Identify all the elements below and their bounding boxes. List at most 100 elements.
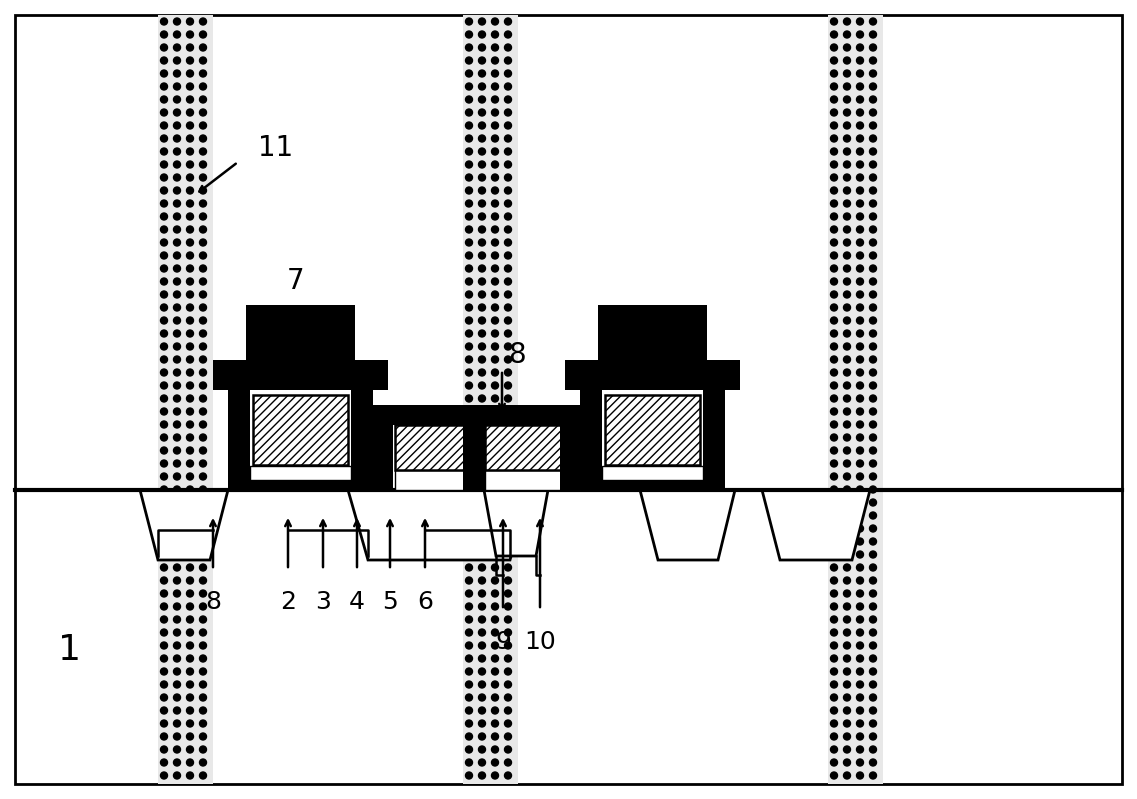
Circle shape (505, 278, 512, 285)
Circle shape (491, 551, 498, 558)
Circle shape (174, 655, 181, 662)
Circle shape (830, 525, 838, 532)
Circle shape (830, 252, 838, 259)
Circle shape (830, 200, 838, 207)
Bar (213, 360, 388, 390)
Circle shape (844, 655, 850, 662)
Circle shape (844, 252, 850, 259)
Circle shape (479, 421, 485, 428)
Circle shape (870, 330, 877, 337)
Circle shape (856, 720, 863, 727)
Circle shape (199, 668, 207, 675)
Circle shape (199, 512, 207, 519)
Circle shape (844, 161, 850, 168)
Circle shape (199, 382, 207, 389)
Circle shape (856, 746, 863, 753)
Circle shape (830, 590, 838, 597)
Circle shape (505, 356, 512, 363)
Circle shape (856, 499, 863, 506)
Circle shape (505, 369, 512, 376)
Circle shape (870, 213, 877, 220)
Circle shape (505, 174, 512, 181)
Circle shape (199, 538, 207, 545)
Circle shape (186, 369, 193, 376)
Circle shape (174, 148, 181, 155)
Circle shape (186, 200, 193, 207)
Circle shape (479, 694, 485, 701)
Circle shape (174, 421, 181, 428)
Text: 9: 9 (495, 630, 511, 654)
Circle shape (199, 551, 207, 558)
Circle shape (174, 382, 181, 389)
Circle shape (186, 616, 193, 623)
Circle shape (199, 395, 207, 402)
Circle shape (174, 772, 181, 779)
Circle shape (505, 473, 512, 480)
Circle shape (186, 96, 193, 103)
Circle shape (465, 512, 473, 519)
Circle shape (465, 538, 473, 545)
Circle shape (856, 161, 863, 168)
Circle shape (465, 460, 473, 467)
Circle shape (479, 590, 485, 597)
Circle shape (479, 109, 485, 116)
Circle shape (856, 148, 863, 155)
Circle shape (479, 603, 485, 610)
Circle shape (856, 343, 863, 350)
Circle shape (844, 278, 850, 285)
Circle shape (870, 18, 877, 25)
Circle shape (870, 291, 877, 298)
Circle shape (870, 733, 877, 740)
Circle shape (870, 759, 877, 766)
Circle shape (479, 122, 485, 129)
Circle shape (844, 707, 850, 714)
Circle shape (491, 96, 498, 103)
Circle shape (870, 681, 877, 688)
Circle shape (844, 135, 850, 142)
Circle shape (505, 317, 512, 324)
Circle shape (199, 447, 207, 454)
Circle shape (870, 278, 877, 285)
Circle shape (856, 551, 863, 558)
Circle shape (479, 148, 485, 155)
Circle shape (465, 161, 473, 168)
Circle shape (830, 421, 838, 428)
Bar (395, 425, 490, 470)
Circle shape (160, 655, 167, 662)
Circle shape (186, 239, 193, 246)
Circle shape (160, 278, 167, 285)
Circle shape (505, 304, 512, 311)
Circle shape (174, 408, 181, 415)
Circle shape (160, 720, 167, 727)
Circle shape (465, 421, 473, 428)
Circle shape (870, 499, 877, 506)
Circle shape (199, 564, 207, 571)
Circle shape (870, 109, 877, 116)
Circle shape (465, 83, 473, 90)
Circle shape (465, 707, 473, 714)
Circle shape (199, 356, 207, 363)
Circle shape (465, 356, 473, 363)
Circle shape (199, 616, 207, 623)
Circle shape (830, 564, 838, 571)
Circle shape (505, 330, 512, 337)
Circle shape (491, 577, 498, 584)
Circle shape (465, 590, 473, 597)
Circle shape (465, 577, 473, 584)
Circle shape (844, 200, 850, 207)
Circle shape (479, 382, 485, 389)
Circle shape (465, 447, 473, 454)
Circle shape (505, 655, 512, 662)
Circle shape (160, 681, 167, 688)
Circle shape (479, 707, 485, 714)
Circle shape (870, 44, 877, 51)
Circle shape (186, 135, 193, 142)
Circle shape (465, 434, 473, 441)
Circle shape (199, 707, 207, 714)
Circle shape (174, 395, 181, 402)
Bar (485, 425, 580, 470)
Circle shape (844, 694, 850, 701)
Circle shape (199, 161, 207, 168)
Circle shape (844, 460, 850, 467)
Circle shape (830, 512, 838, 519)
